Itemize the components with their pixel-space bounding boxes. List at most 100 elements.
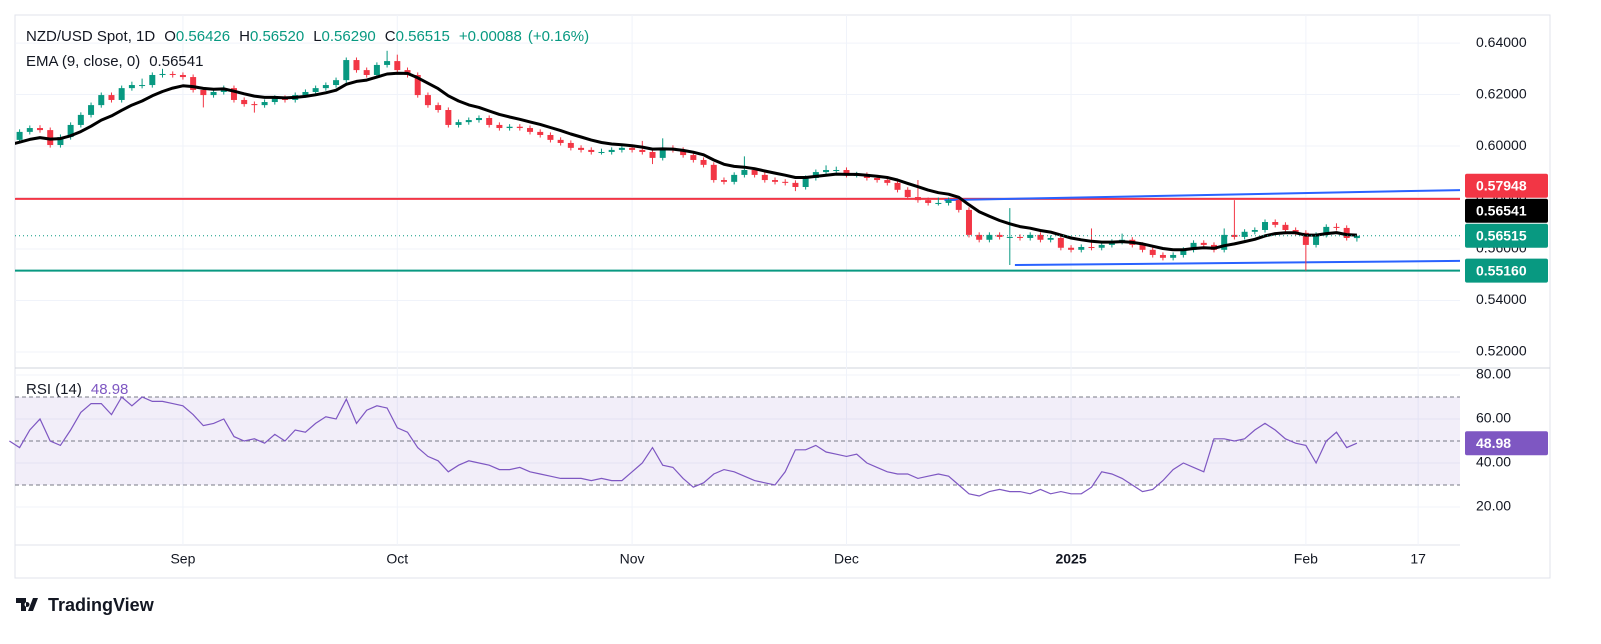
candle-body [6,140,12,149]
ohlc-value: 0.56426 [175,28,231,45]
candle-body [608,149,615,152]
x-tick-label: 2025 [1055,551,1086,567]
price-tag-label: 0.56515 [1476,227,1527,243]
ohlc-values: O0.56426 H0.56520 L0.56290 C0.56515 [164,28,459,45]
ema-value: 0.56541 [149,53,204,70]
candle-body [149,74,156,86]
candle-body [700,159,707,165]
candle-body [1272,222,1279,225]
candle-body [169,73,176,75]
candle-body [588,149,595,152]
candle-body [475,117,482,121]
x-tick-label: 17 [1410,551,1426,567]
candle-body [1251,229,1258,232]
ohlc-value: 0.56290 [321,28,376,45]
candle-body [1170,254,1177,258]
ema-legend: EMA (9, close, 0) 0.56541 [26,53,203,70]
candle-body [802,177,809,187]
candle-body [659,147,666,158]
candle-body [843,170,850,175]
candle-body [567,142,574,148]
candle-body [690,155,697,160]
candle-body [751,170,758,175]
candle-body [1353,235,1360,239]
rsi-tag [1465,431,1548,456]
candle-body [424,95,431,106]
candle-body [1037,234,1044,240]
candle-body [1313,234,1320,245]
candle-body [16,131,23,140]
candle-body [230,88,237,100]
candle-body [322,85,329,89]
price-tag [1465,258,1548,283]
candle-body [629,147,636,150]
candle-body [1057,237,1064,248]
rsi-tick-label: 20.00 [1476,498,1511,514]
price-tag-label: 0.56541 [1476,202,1527,218]
change: +0.00088 [458,28,522,45]
candle-body [1282,224,1289,230]
ema-line [15,71,1357,252]
candle-body [506,126,513,129]
candle-body [1241,231,1248,237]
candle-body [394,61,401,71]
candle-body [965,209,972,235]
x-tick-label: Oct [386,551,408,567]
price-tag [1465,198,1548,223]
candle-body [782,181,789,183]
change-pct: (+0.16%) [527,28,590,45]
candle-body [1068,247,1075,250]
candle-body [914,197,921,201]
footer-brand: TradingView [48,595,154,615]
candle-body [618,147,625,150]
candle-body [1078,246,1085,250]
candle-body [435,105,442,111]
candle-body [353,60,360,71]
candle-body [680,149,687,156]
candle-body [179,74,186,78]
ohlc-key: C [384,28,396,45]
candle-body [261,102,268,106]
ema-name: EMA (9, close, 0) [26,53,141,70]
candle-body [47,130,54,146]
y-tick-label: 0.52000 [1476,343,1527,359]
candle-body [67,124,74,138]
ohlc-key: H [239,28,250,45]
price-tag-label: 0.55160 [1476,262,1527,278]
candle-body [1006,236,1013,238]
candle-body [486,117,493,125]
candle-body [1017,236,1024,238]
x-tick-label: Nov [620,551,645,567]
candle-body [955,200,962,210]
candle-body [1302,232,1309,245]
y-tick-label: 0.54000 [1476,291,1527,307]
candle-body [833,170,840,172]
chart-frame [14,14,1551,579]
candle-body [986,234,993,240]
candle-body [139,85,146,87]
candle-body [1149,249,1156,255]
x-tick-label: Feb [1294,551,1318,567]
candle-body [639,149,646,152]
rsi-tick-label: 60.00 [1476,410,1511,426]
candle-body [384,61,391,65]
candle-body [1262,222,1269,230]
candle-body [98,95,105,106]
candle-body [1221,234,1228,250]
candle-body [373,64,380,75]
candle-body [547,134,554,140]
candle-body [159,73,166,75]
rsi-tick-label: 40.00 [1476,454,1511,470]
x-tick-label: Dec [834,551,859,567]
candle-body [557,139,564,143]
rsi-tag-label: 48.98 [1476,435,1511,451]
candle-body [761,174,768,181]
candle-body [333,80,340,86]
candle-body [925,200,932,203]
candle-body [792,182,799,187]
candle-body [1180,249,1187,255]
candle-body [1027,234,1034,238]
candle-body [271,97,278,103]
